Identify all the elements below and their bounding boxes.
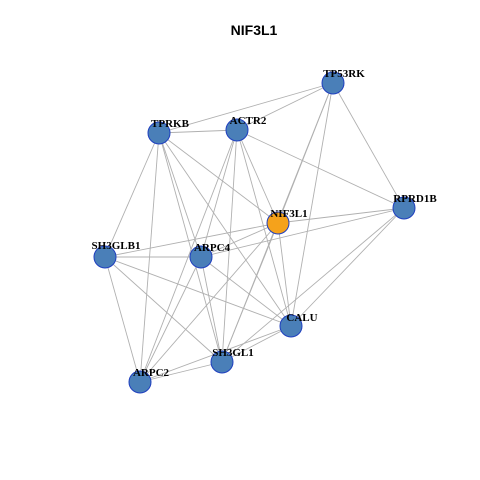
node-label-rprd1b: RPRD1B bbox=[393, 193, 437, 205]
edge-nif3l1-calu bbox=[277, 222, 292, 327]
edge-actr2-arpc4 bbox=[200, 129, 238, 258]
edge-nif3l1-arpc2 bbox=[139, 222, 279, 383]
edge-tp53rk-rprd1b bbox=[332, 82, 405, 209]
edge-sh3glb1-sh3gl1 bbox=[104, 256, 223, 363]
node-sh3glb1[interactable] bbox=[93, 245, 117, 269]
edge-rprd1b-calu bbox=[290, 207, 405, 327]
edge-tprkb-sh3gl1 bbox=[158, 132, 223, 363]
edge-actr2-rprd1b bbox=[236, 129, 405, 209]
node-arpc4[interactable] bbox=[189, 245, 213, 269]
diagram-title: NIF3L1 bbox=[231, 22, 278, 38]
edge-arpc4-calu bbox=[200, 256, 292, 327]
node-layer bbox=[93, 71, 416, 394]
node-label-sh3gl1: SH3GL1 bbox=[212, 347, 254, 359]
node-label-sh3glb1: SH3GLB1 bbox=[92, 240, 141, 252]
edge-nif3l1-sh3glb1 bbox=[104, 222, 279, 258]
edge-tprkb-actr2 bbox=[158, 129, 238, 134]
edge-layer bbox=[104, 82, 405, 383]
edge-tprkb-arpc2 bbox=[139, 132, 160, 383]
node-label-tprkb: TPRKB bbox=[151, 118, 190, 130]
edge-sh3glb1-calu bbox=[104, 256, 292, 327]
node-label-arpc4: ARPC4 bbox=[194, 242, 231, 254]
node-arpc2[interactable] bbox=[128, 370, 152, 394]
label-layer: TP53RK TPRKB ACTR2 NIF3L1 RPRD1B SH3GLB1 ARPC4… bbox=[92, 68, 438, 379]
node-actr2[interactable] bbox=[225, 118, 249, 142]
edge-tp53rk-actr2 bbox=[236, 82, 334, 131]
edge-actr2-nif3l1 bbox=[236, 129, 279, 224]
node-label-tp53rk: TP53RK bbox=[323, 68, 365, 80]
edge-tprkb-arpc4 bbox=[158, 132, 202, 258]
edge-arpc4-arpc2 bbox=[139, 256, 202, 383]
edge-tprkb-calu bbox=[158, 132, 292, 327]
edge-calu-sh3gl1 bbox=[221, 325, 292, 363]
edge-rprd1b-arpc4 bbox=[200, 207, 405, 258]
node-sh3gl1[interactable] bbox=[210, 350, 234, 374]
edge-actr2-arpc2 bbox=[139, 129, 238, 383]
node-label-actr2: ACTR2 bbox=[230, 115, 267, 127]
edge-nif3l1-arpc4 bbox=[200, 222, 279, 258]
edge-actr2-calu bbox=[236, 129, 292, 327]
edge-arpc4-sh3gl1 bbox=[200, 256, 223, 363]
node-label-nif3l1: NIF3L1 bbox=[270, 208, 307, 220]
edge-tprkb-sh3glb1 bbox=[104, 132, 160, 258]
edge-tp53rk-calu bbox=[290, 82, 334, 327]
edge-sh3glb1-arpc2 bbox=[104, 256, 141, 383]
node-tp53rk[interactable] bbox=[321, 71, 345, 95]
edge-nif3l1-sh3gl1 bbox=[221, 222, 279, 363]
edge-actr2-sh3gl1 bbox=[221, 129, 238, 363]
edge-tp53rk-tprkb bbox=[158, 82, 334, 134]
node-tprkb[interactable] bbox=[147, 121, 171, 145]
edge-nif3l1-rprd1b bbox=[277, 207, 405, 224]
node-label-arpc2: ARPC2 bbox=[133, 367, 170, 379]
node-label-calu: CALU bbox=[286, 312, 317, 324]
edge-sh3gl1-arpc2 bbox=[139, 361, 223, 383]
node-rprd1b[interactable] bbox=[392, 196, 416, 220]
node-nif3l1[interactable] bbox=[266, 211, 290, 235]
edge-rprd1b-sh3gl1 bbox=[221, 207, 405, 363]
node-calu[interactable] bbox=[279, 314, 303, 338]
